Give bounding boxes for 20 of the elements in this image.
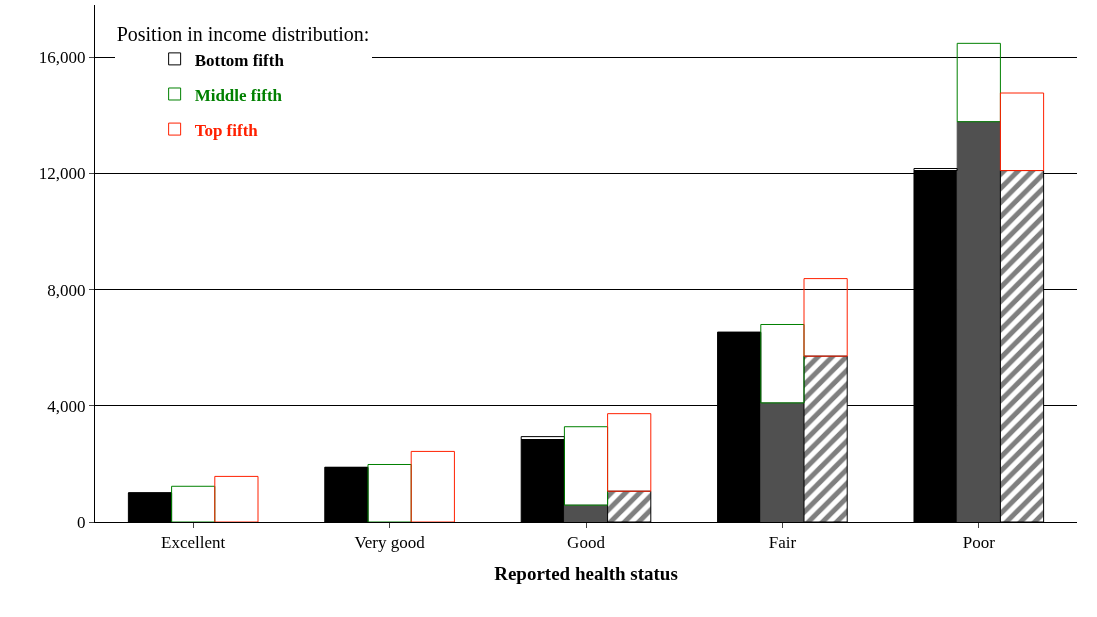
x-axis-title: Reported health status xyxy=(494,563,678,585)
y-tick-label: 0 xyxy=(77,512,86,532)
legend-title: Position in income distribution: xyxy=(116,23,370,46)
bar xyxy=(999,92,1045,172)
bar xyxy=(803,278,848,357)
x-tick-label: Very good xyxy=(354,533,426,553)
x-tick-label: Fair xyxy=(768,533,797,553)
x-tick-label: Excellent xyxy=(161,533,226,553)
y-tick-label: 8,000 xyxy=(47,280,86,300)
legend-label: Top fifth xyxy=(194,120,259,140)
x-tick-label: Good xyxy=(567,533,606,553)
bar xyxy=(214,475,259,522)
x-tick-label: Poor xyxy=(962,533,996,553)
bar xyxy=(410,450,455,522)
y-tick-label: 4,000 xyxy=(47,396,86,416)
y-tick-label: 16,000 xyxy=(38,48,86,68)
legend-label: Bottom fifth xyxy=(194,50,285,70)
bar xyxy=(607,413,652,492)
legend-label: Middle fifth xyxy=(194,85,283,105)
y-tick-label: 12,000 xyxy=(38,164,86,184)
